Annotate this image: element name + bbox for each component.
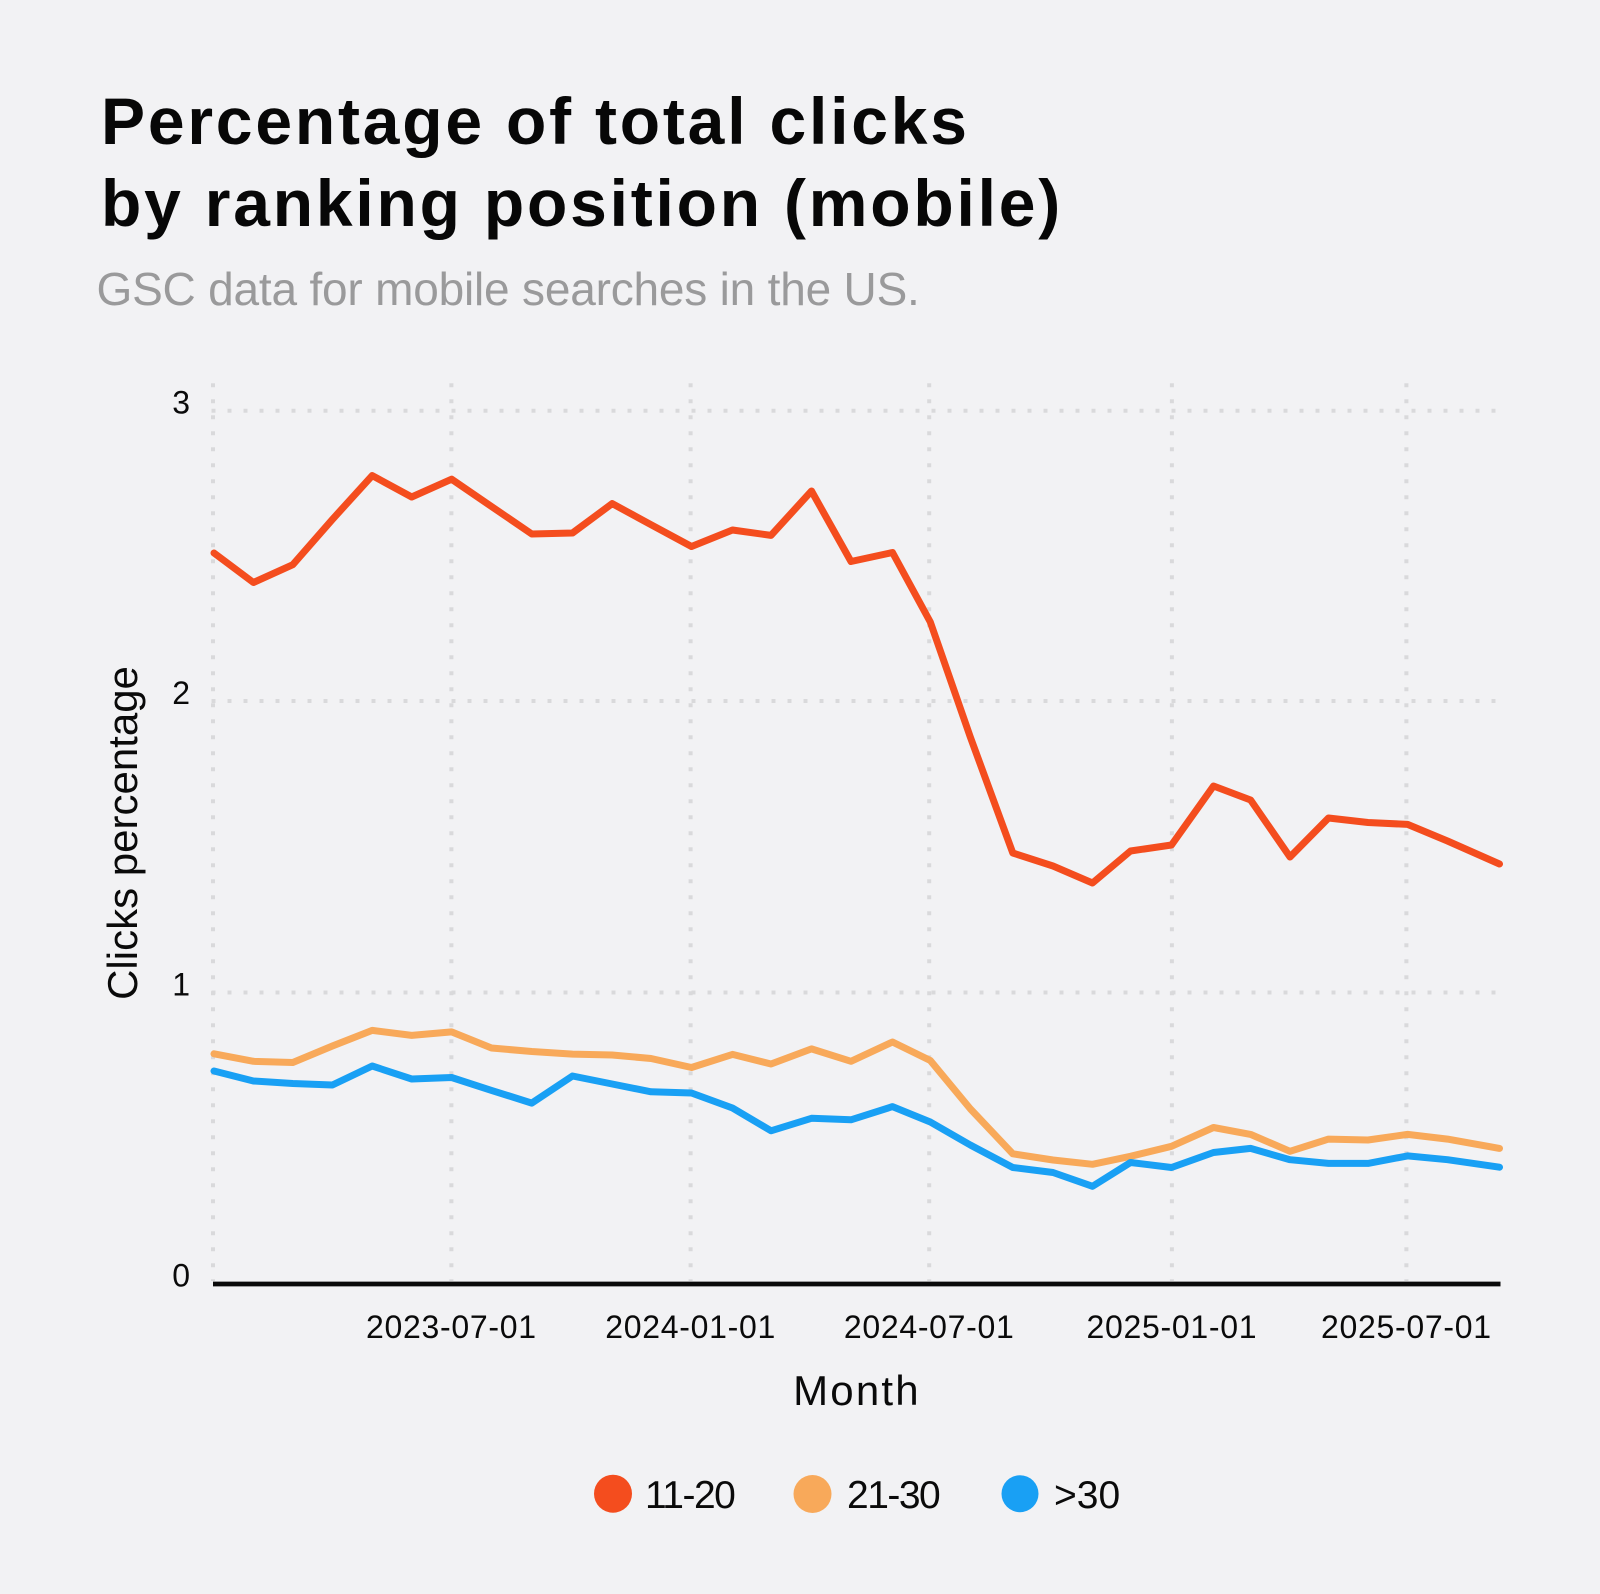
svg-text:GSC data for mobile searches i: GSC data for mobile searches in the US. xyxy=(97,263,920,315)
svg-text:2023-07-01: 2023-07-01 xyxy=(366,1309,537,1345)
svg-text:3: 3 xyxy=(172,385,190,421)
svg-text:2024-01-01: 2024-01-01 xyxy=(605,1309,776,1345)
svg-text:1: 1 xyxy=(172,967,190,1003)
svg-text:Clicks percentage: Clicks percentage xyxy=(99,666,146,1000)
svg-text:Month: Month xyxy=(793,1367,921,1414)
svg-text:by ranking position (mobile): by ranking position (mobile) xyxy=(101,166,1063,240)
svg-text:21-30: 21-30 xyxy=(847,1474,940,1517)
svg-text:2: 2 xyxy=(172,675,190,711)
svg-text:0: 0 xyxy=(172,1258,190,1294)
svg-text:2025-01-01: 2025-01-01 xyxy=(1087,1309,1258,1345)
svg-text:2024-07-01: 2024-07-01 xyxy=(844,1309,1015,1345)
svg-text:Percentage of total clicks: Percentage of total clicks xyxy=(101,84,970,158)
svg-text:>30: >30 xyxy=(1054,1474,1120,1517)
svg-text:11-20: 11-20 xyxy=(645,1474,735,1517)
svg-text:2025-07-01: 2025-07-01 xyxy=(1321,1309,1492,1345)
